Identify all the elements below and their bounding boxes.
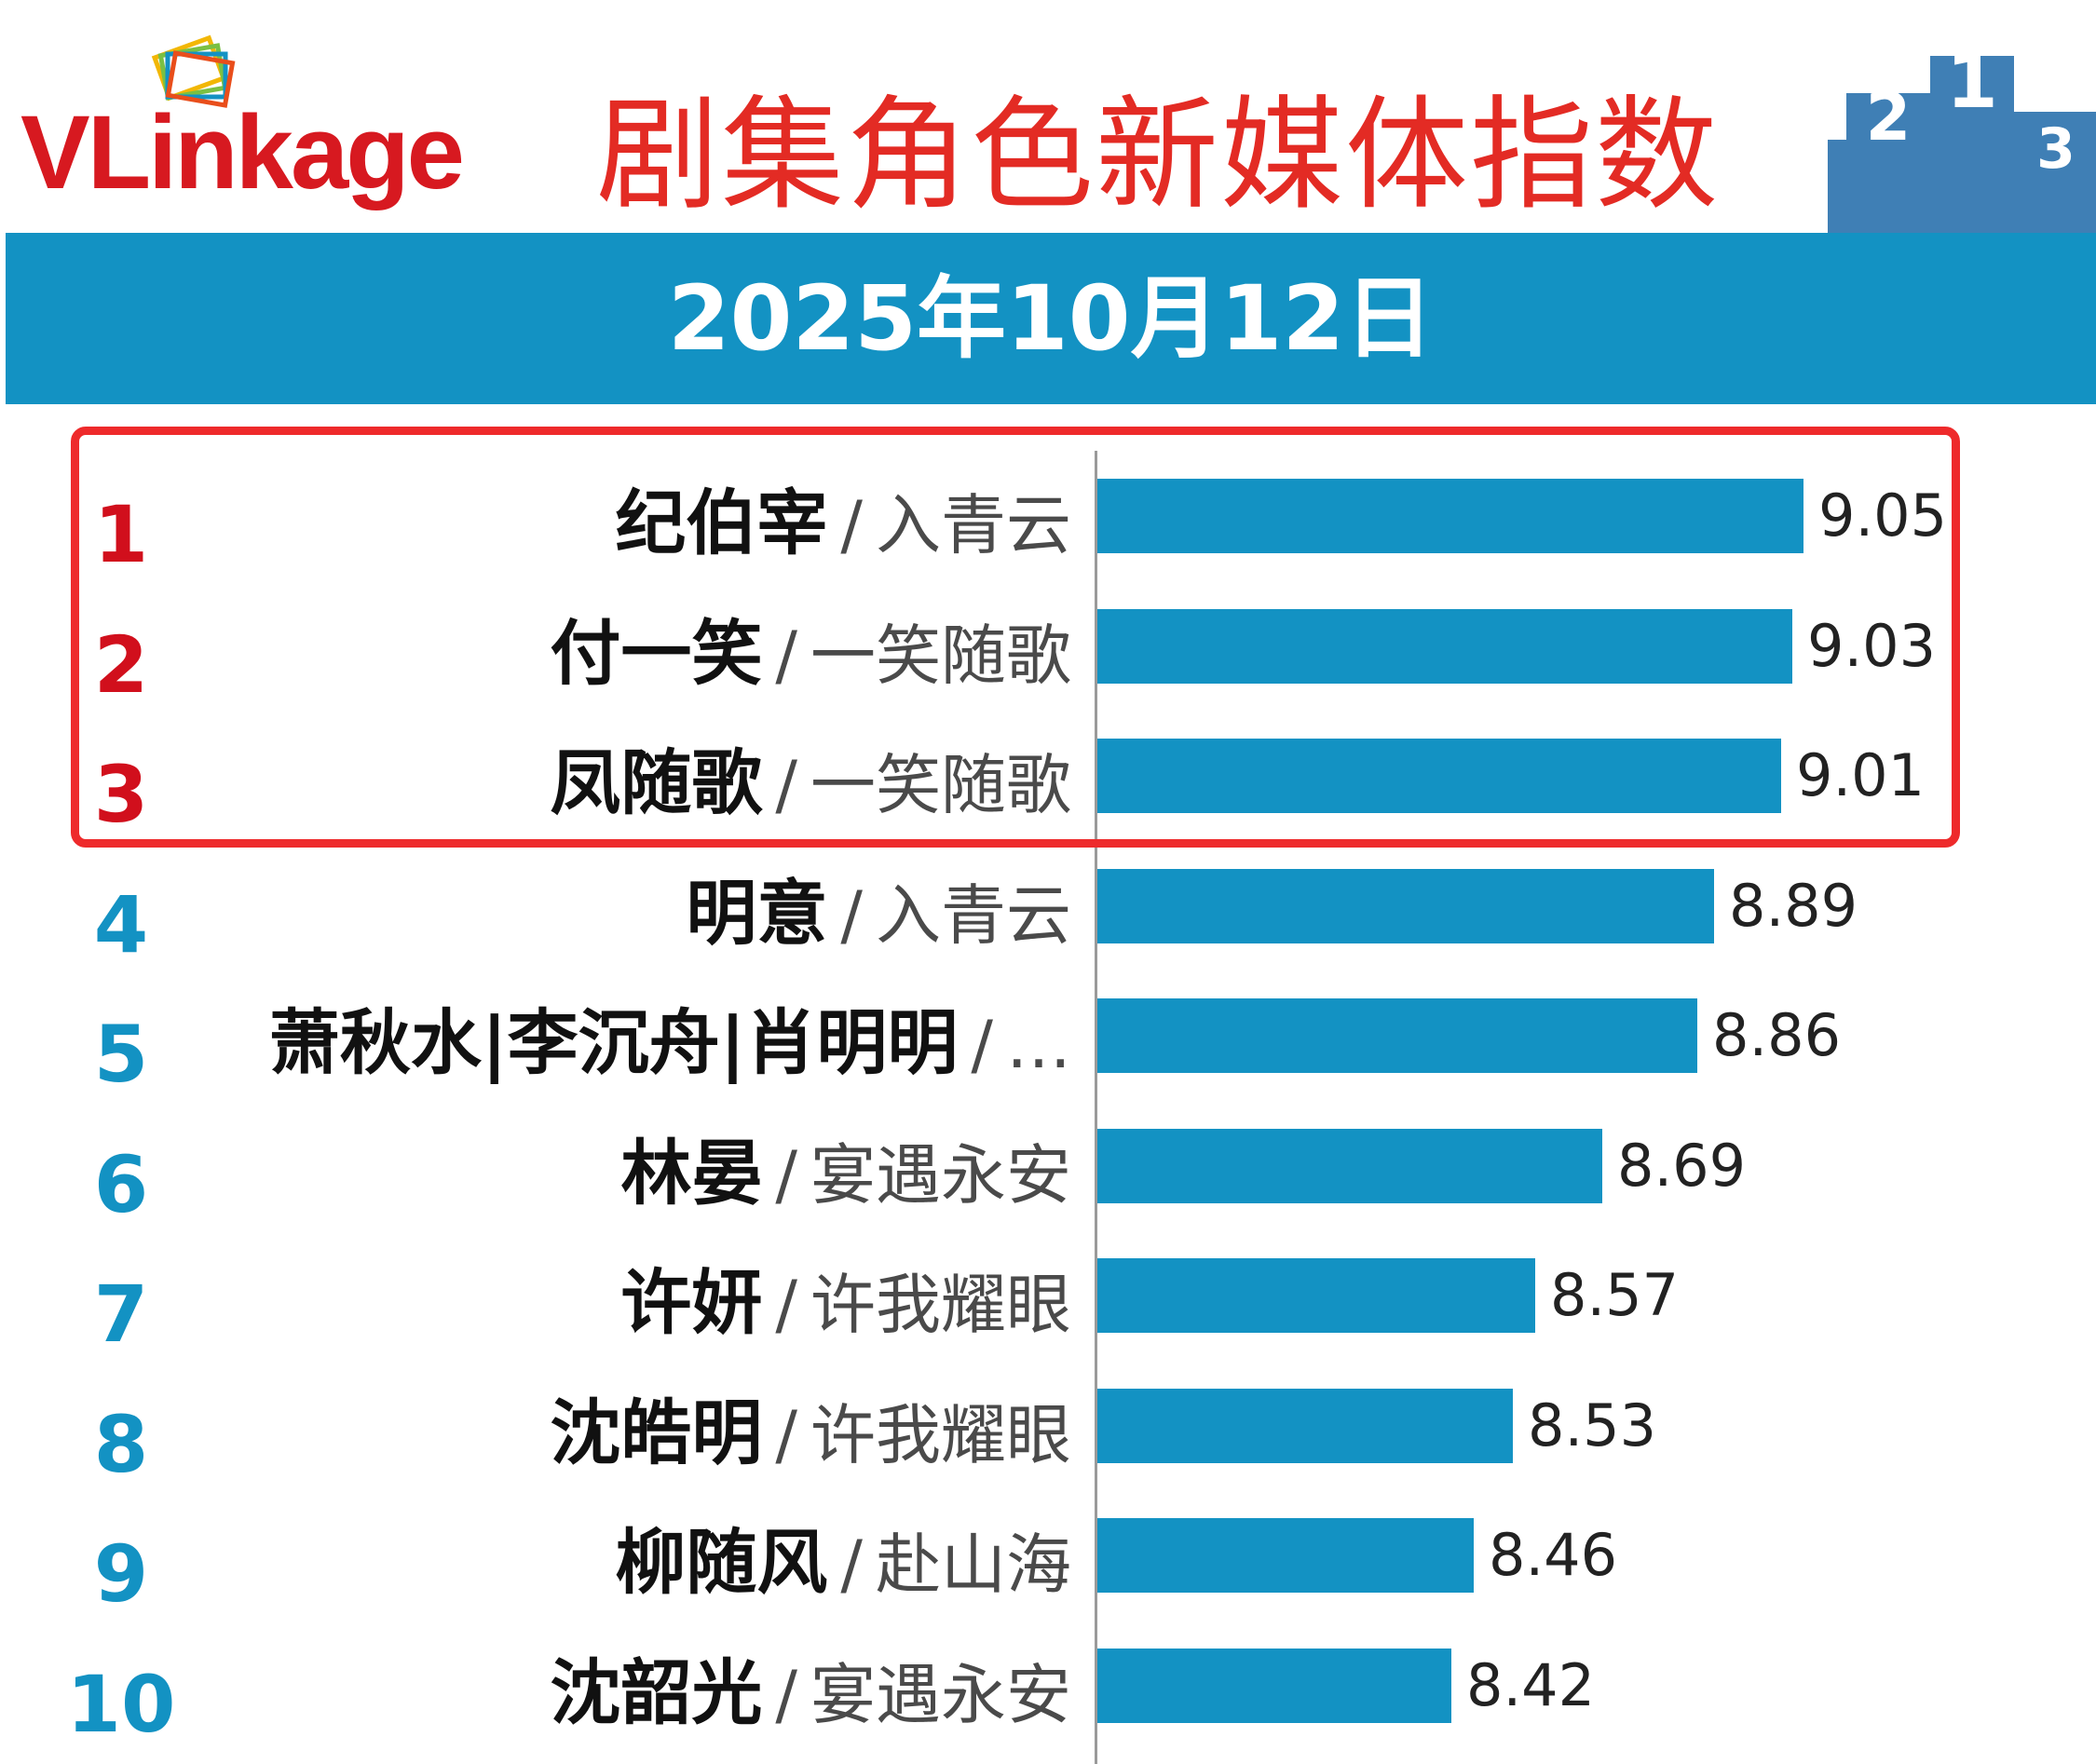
rank-number: 10 xyxy=(66,1658,176,1750)
rank-number: 1 xyxy=(93,489,149,580)
category-label: 凤随歌 / 一笑随歌 xyxy=(550,737,1071,830)
label-separator: / xyxy=(775,1656,797,1733)
value-label: 8.46 xyxy=(1489,1521,1618,1589)
label-separator: / xyxy=(840,876,863,954)
rank-number: 9 xyxy=(93,1528,149,1620)
label-separator: / xyxy=(840,1527,863,1603)
drama-title: 入青云 xyxy=(876,487,1071,563)
bar-row: 2 付一笑 / 一笑随歌 9.03 xyxy=(0,581,2096,712)
bar xyxy=(1097,1648,1451,1723)
label-separator: / xyxy=(775,747,797,823)
character-name: 柳随风 xyxy=(615,1521,828,1604)
bar-row: 10 沈韶光 / 宴遇永安 8.42 xyxy=(0,1621,2096,1751)
label-separator: / xyxy=(775,1396,797,1473)
rank-number: 5 xyxy=(93,1009,149,1100)
value-label: 9.01 xyxy=(1796,741,1926,809)
character-name: 凤随歌 xyxy=(550,741,763,824)
category-label: 沈韶光 / 宴遇永安 xyxy=(550,1647,1071,1740)
label-separator: / xyxy=(840,487,863,563)
character-name: 沈皓明 xyxy=(550,1391,763,1474)
rank-number: 2 xyxy=(93,618,149,711)
drama-title: 许我耀眼 xyxy=(810,1396,1071,1473)
label-separator: / xyxy=(971,1007,993,1083)
chart-date: 2025年10月12日 xyxy=(667,266,1435,371)
svg-text:3: 3 xyxy=(2036,116,2076,182)
bar xyxy=(1097,1518,1474,1593)
value-label: 8.89 xyxy=(1729,871,1858,940)
drama-title: 一笑随歌 xyxy=(810,617,1071,694)
drama-title: 宴遇永安 xyxy=(810,1136,1071,1214)
bar-row: 1 纪伯宰 / 入青云 9.05 xyxy=(0,451,2096,581)
logo-text: VLinkage xyxy=(20,94,465,210)
rank-number: 3 xyxy=(93,749,149,840)
rank-number: 6 xyxy=(93,1138,149,1230)
value-label: 8.86 xyxy=(1712,1001,1842,1069)
character-name: 许妍 xyxy=(620,1261,763,1344)
logo-stacked-cards-icon xyxy=(151,34,236,108)
category-label: 沈皓明 / 许我耀眼 xyxy=(550,1387,1071,1480)
drama-title: 入青云 xyxy=(876,876,1071,954)
label-separator: / xyxy=(775,617,797,694)
bar-row: 8 沈皓明 / 许我耀眼 8.53 xyxy=(0,1361,2096,1491)
chart-axis-line xyxy=(1095,451,1097,1764)
bar xyxy=(1097,479,1803,553)
value-label: 8.53 xyxy=(1528,1391,1657,1459)
bar-row: 5 萧秋水|李沉舟|肖明明 /… 8.86 xyxy=(0,970,2096,1101)
bar xyxy=(1097,608,1792,684)
drama-title: … xyxy=(1006,1007,1071,1083)
drama-title: 许我耀眼 xyxy=(810,1267,1071,1343)
bar xyxy=(1097,1258,1535,1333)
category-label: 林晏 / 宴遇永安 xyxy=(620,1127,1071,1220)
character-name: 沈韶光 xyxy=(550,1650,763,1734)
category-label: 柳随风 / 赴山海 xyxy=(615,1516,1071,1609)
top3-highlight-box xyxy=(71,427,1960,848)
bar xyxy=(1097,868,1714,943)
label-separator: / xyxy=(775,1267,797,1343)
value-label: 8.42 xyxy=(1466,1650,1596,1719)
bar xyxy=(1097,998,1697,1073)
character-name: 付一笑 xyxy=(550,611,763,695)
svg-text:2: 2 xyxy=(1866,79,1912,156)
bar-row: 6 林晏 / 宴遇永安 8.69 xyxy=(0,1101,2096,1231)
character-name: 林晏 xyxy=(620,1131,763,1214)
bar xyxy=(1097,739,1781,813)
bar-row: 9 柳随风 / 赴山海 8.46 xyxy=(0,1490,2096,1621)
category-label: 萧秋水|李沉舟|肖明明 /… xyxy=(269,997,1071,1090)
rank-number: 4 xyxy=(93,878,149,970)
value-label: 8.69 xyxy=(1617,1131,1747,1200)
label-separator: / xyxy=(775,1136,797,1214)
category-label: 许妍 / 许我耀眼 xyxy=(620,1256,1071,1350)
bar-row: 7 许妍 / 许我耀眼 8.57 xyxy=(0,1230,2096,1361)
svg-text:1: 1 xyxy=(1946,38,1998,125)
bar xyxy=(1097,1128,1602,1203)
vlinkage-logo: VLinkage xyxy=(20,28,465,205)
value-label: 9.03 xyxy=(1807,611,1937,680)
drama-title: 宴遇永安 xyxy=(810,1656,1071,1733)
rank-number: 7 xyxy=(93,1269,149,1360)
drama-title: 一笑随歌 xyxy=(810,747,1071,823)
category-label: 付一笑 / 一笑随歌 xyxy=(550,607,1071,700)
bar xyxy=(1097,1388,1513,1463)
character-name: 纪伯宰 xyxy=(615,482,828,564)
character-name: 明意 xyxy=(686,871,828,955)
bar-row: 3 凤随歌 / 一笑随歌 9.01 xyxy=(0,711,2096,841)
category-label: 纪伯宰 / 入青云 xyxy=(615,477,1071,570)
bar-row: 4 明意 / 入青云 8.89 xyxy=(0,841,2096,971)
value-label: 8.57 xyxy=(1550,1261,1680,1329)
category-label: 明意 / 入青云 xyxy=(686,867,1071,960)
character-name: 萧秋水|李沉舟|肖明明 xyxy=(268,1001,959,1084)
podium-icon: 2 1 3 xyxy=(1828,38,2096,233)
drama-title: 赴山海 xyxy=(876,1527,1071,1603)
rank-number: 8 xyxy=(93,1398,149,1490)
value-label: 9.05 xyxy=(1818,482,1948,550)
chart-title: 剧集角色新媒体指数 xyxy=(596,84,1720,227)
date-band: 2025年10月12日 xyxy=(6,233,2096,404)
